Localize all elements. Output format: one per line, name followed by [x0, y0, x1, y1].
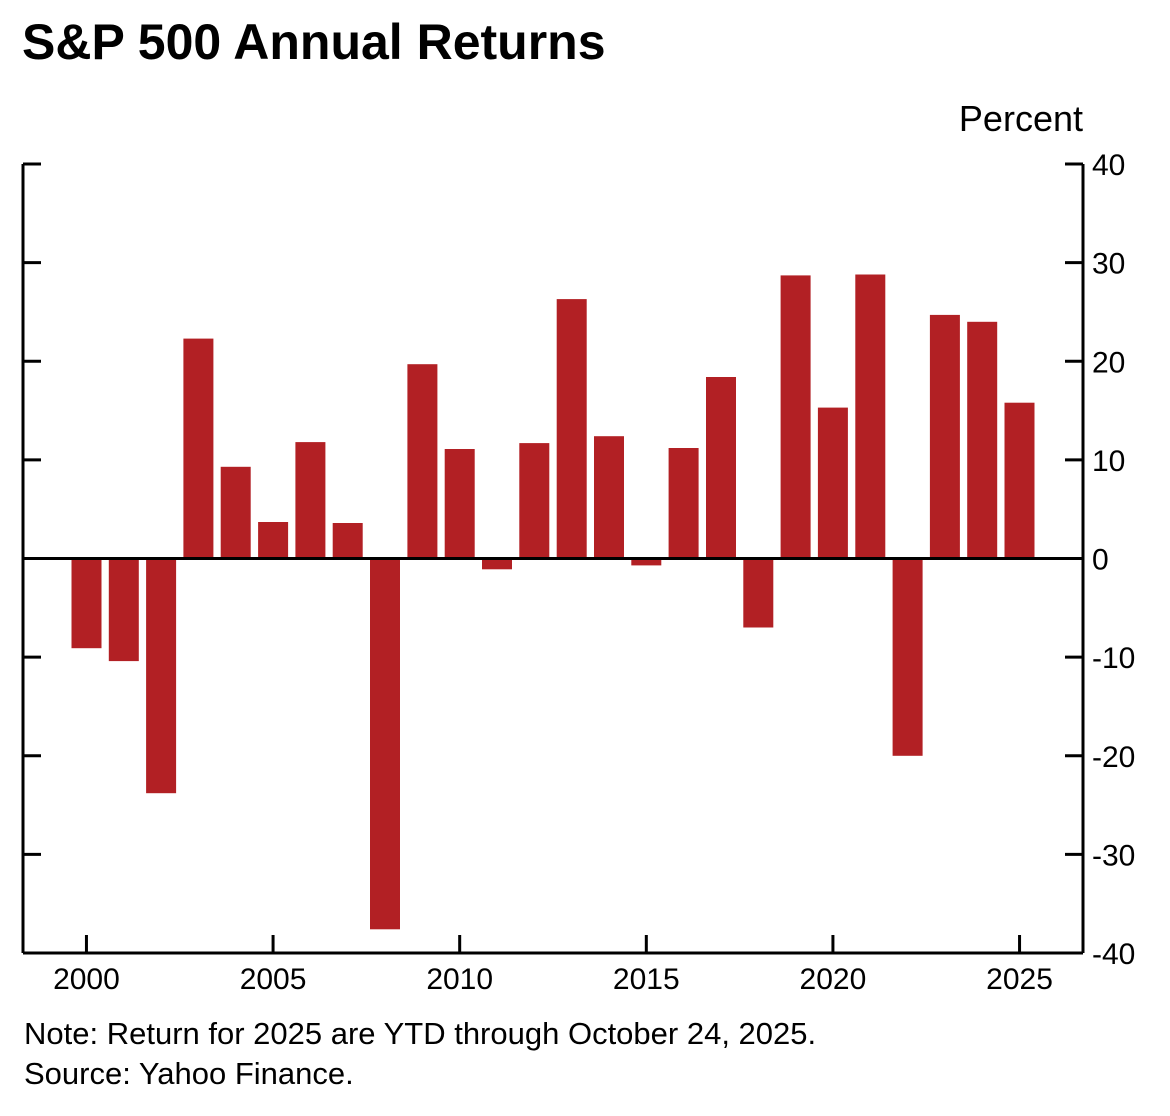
y-tick-label: 30 [1092, 248, 1125, 281]
bar-2015 [631, 558, 662, 566]
bar-2010 [444, 449, 475, 559]
bar-2000 [71, 558, 102, 649]
bar-2016 [668, 448, 699, 559]
x-tick-label: 2020 [800, 963, 867, 996]
bar-2005 [258, 522, 289, 559]
bar-2022 [892, 558, 923, 756]
y-axis-unit-label: Percent [959, 98, 1083, 139]
y-tick-label: 20 [1092, 346, 1125, 379]
bar-2019 [780, 275, 811, 559]
y-tick-label: -40 [1092, 938, 1135, 971]
bar-2009 [407, 364, 438, 559]
chart-title: S&P 500 Annual Returns [22, 14, 606, 70]
bar-2023 [929, 314, 960, 559]
bar-2012 [519, 443, 550, 559]
y-tick-label: 10 [1092, 445, 1125, 478]
bar-2014 [594, 436, 624, 559]
bar-2020 [817, 407, 848, 559]
bar-2024 [967, 321, 998, 559]
y-tick-label: 0 [1092, 544, 1109, 577]
y-tick-label: -20 [1092, 741, 1135, 774]
bar-2013 [556, 299, 587, 559]
bar-2003 [183, 338, 214, 559]
bars-group [71, 274, 1035, 930]
y-tick-label: -10 [1092, 642, 1135, 675]
chart-source: Source: Yahoo Finance. [24, 1056, 354, 1091]
bar-2008 [370, 558, 400, 930]
x-tick-label: 2015 [613, 963, 680, 996]
bar-2002 [146, 558, 177, 794]
x-tick-label: 2000 [53, 963, 120, 996]
bar-2006 [295, 442, 326, 559]
bar-2017 [706, 377, 736, 559]
x-tick-label: 2025 [986, 963, 1053, 996]
bar-2021 [855, 274, 886, 559]
bar-2004 [220, 466, 251, 559]
y-tick-label: -30 [1092, 839, 1135, 872]
x-tick-label: 2005 [240, 963, 307, 996]
x-tick-label: 2010 [426, 963, 493, 996]
chart-note: Note: Return for 2025 are YTD through Oc… [24, 1016, 817, 1051]
bar-2001 [108, 558, 139, 662]
bar-2011 [482, 558, 512, 570]
y-tick-label: 40 [1092, 149, 1125, 182]
bar-2025 [1004, 402, 1035, 559]
bar-2018 [743, 558, 774, 628]
bar-2007 [332, 523, 363, 559]
